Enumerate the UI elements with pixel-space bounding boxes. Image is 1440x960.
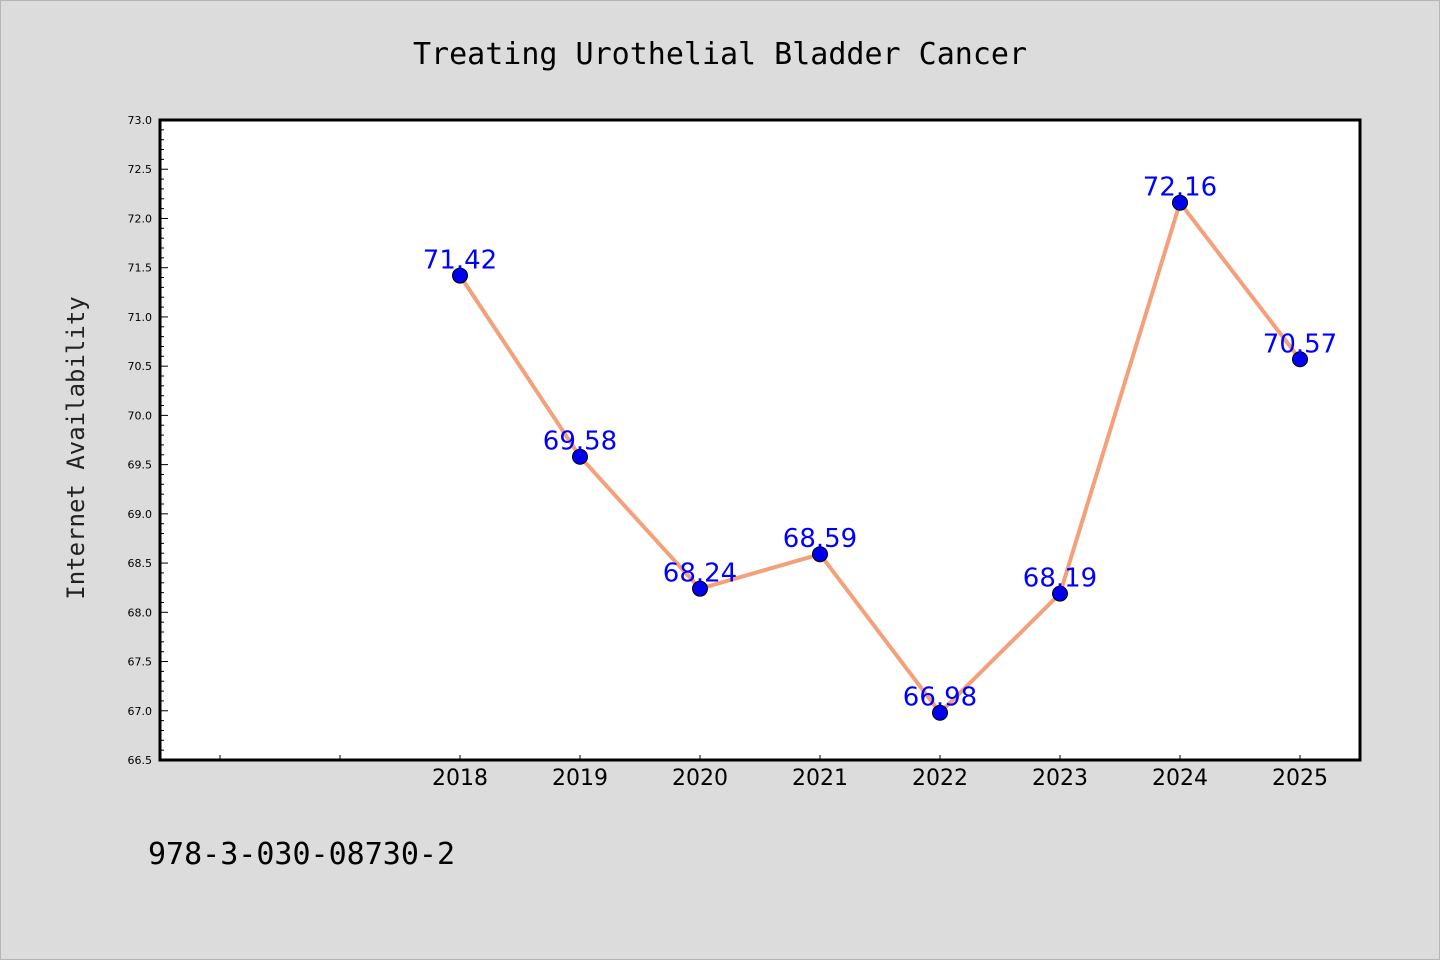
y-tick-label: 71.5 [128,262,153,275]
data-point [692,580,708,597]
x-tick-label: 2025 [1272,766,1328,791]
y-tick-label: 69.5 [128,459,153,472]
y-tick-label: 67.0 [128,705,153,718]
y-tick-label: 67.5 [128,656,153,669]
y-tick-label: 69.0 [128,508,153,521]
data-label: 68.24 [663,559,737,589]
data-point [1292,351,1308,368]
series-line [458,200,1302,715]
data-point [1172,194,1188,211]
data-point [572,448,588,465]
data-label: 68.19 [1023,564,1097,594]
data-point [812,546,828,563]
y-tick-label: 68.5 [128,557,153,570]
data-point [452,267,468,284]
data-label: 69.58 [543,427,617,457]
x-tick-label: 2023 [1032,766,1088,791]
x-tick-label: 2024 [1152,766,1208,791]
y-axis-label: Internet Availability [62,296,90,599]
x-axis: 2018 2019 2020 2021 2022 2023 2024 2025 [219,755,1328,791]
y-tick-label: 72.5 [128,163,153,176]
data-labels: 71.42 69.58 68.24 68.59 66.98 68.19 72.16 70.57 [423,173,1337,713]
y-axis: 66.5 67.0 67.5 68.0 68.5 69.0 69.5 70.0 70.5 71.0… [128,114,168,767]
data-label: 66.98 [903,683,977,713]
data-label: 72.16 [1143,173,1217,203]
x-tick-label: 2022 [912,766,968,791]
data-label: 70.57 [1263,329,1337,359]
plot-area [158,118,1362,762]
x-tick-label: 2019 [552,766,608,791]
y-tick-label: 70.0 [128,409,153,422]
footer-isbn: 978-3-030-08730-2 [148,837,455,872]
data-point [932,704,948,721]
y-tick-label: 70.5 [128,360,153,373]
data-points [452,194,1308,721]
data-label: 71.42 [423,246,497,276]
y-tick-label: 68.0 [128,606,153,619]
y-tick-label: 72.0 [128,212,153,225]
x-tick-label: 2021 [792,766,848,791]
y-tick-label: 66.5 [128,754,153,767]
y-tick-label: 71.0 [128,311,153,324]
x-tick-label: 2018 [432,766,488,791]
chart-title: Treating Urothelial Bladder Cancer [413,37,1027,72]
data-label: 68.59 [783,524,857,554]
x-tick-label: 2020 [672,766,728,791]
series-polyline [458,200,1302,715]
data-point [1052,585,1068,602]
y-tick-label: 73.0 [128,114,153,127]
